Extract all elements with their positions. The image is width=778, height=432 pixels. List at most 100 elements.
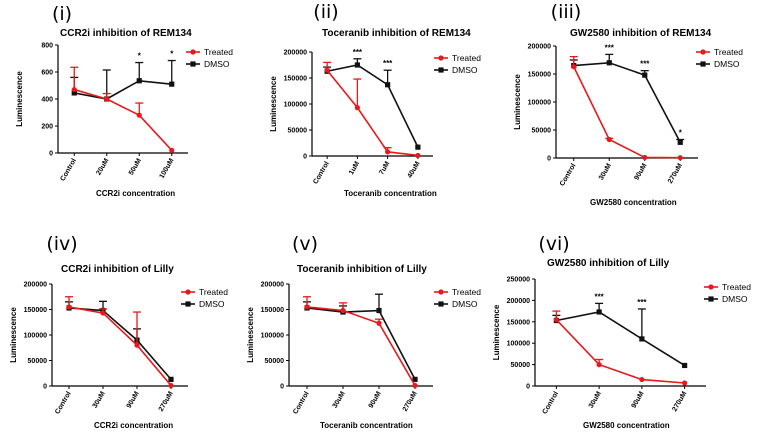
- y-tick-label: 200000: [24, 282, 47, 289]
- point-dmso: [71, 90, 77, 96]
- legend-marker-treated: [708, 284, 714, 290]
- legend-marker-treated: [438, 55, 444, 61]
- legend-marker-dmso: [185, 301, 191, 307]
- x-tick-label: 20uM: [95, 157, 110, 176]
- point-treated: [639, 376, 645, 383]
- chart-panel-4: (iv) CCR2i inhibition of Lilly 0 50000 10000…: [9, 233, 228, 430]
- y-tick-label: 150000: [528, 72, 551, 79]
- point-treated: [553, 317, 559, 323]
- y-axis-label: Luminescence: [269, 76, 278, 132]
- y-tick-label: 150000: [284, 76, 307, 83]
- y-tick-label: 0: [280, 384, 284, 391]
- legend-marker-treated: [700, 49, 706, 55]
- x-tick-label: 40uM: [407, 160, 422, 179]
- x-tick-label: 270uM: [667, 162, 684, 185]
- y-tick-label: 150000: [261, 307, 284, 314]
- y-tick-label: 200000: [528, 44, 551, 51]
- y-tick-label: 50000: [511, 362, 531, 369]
- point-treated: [104, 96, 110, 102]
- chart-panel-6: (vi) GW2580 inhibition of Lilly 0 50000 1000…: [492, 233, 751, 430]
- legend-label: DMSO: [204, 59, 230, 69]
- series-line-treated: [555, 319, 685, 384]
- significance-label: *: [170, 50, 174, 59]
- legend: Treated DMSO: [181, 287, 228, 309]
- point-treated: [571, 64, 577, 70]
- y-tick-label: 200000: [507, 298, 530, 305]
- x-tick-label: 270uM: [671, 390, 688, 413]
- y-tick-label: 100000: [507, 341, 530, 348]
- series-line-dmso: [74, 79, 172, 100]
- x-tick-label: Control: [292, 390, 311, 415]
- point-dmso: [606, 60, 612, 66]
- legend-label: DMSO: [722, 294, 748, 304]
- legend-marker-dmso: [190, 61, 196, 67]
- series-line-dmso: [68, 307, 172, 380]
- point-treated: [354, 105, 360, 111]
- x-tick-label: Control: [542, 390, 561, 415]
- chart-title: GW2580 inhibition of Lilly: [547, 258, 670, 269]
- legend-marker-dmso: [438, 67, 444, 73]
- legend-label: DMSO: [452, 299, 478, 309]
- point-treated: [100, 310, 106, 316]
- series-line-treated: [306, 306, 416, 386]
- y-tick-label: 600: [41, 70, 53, 77]
- y-axis-label: Luminescence: [246, 307, 255, 363]
- y-tick-label: 0: [303, 154, 307, 161]
- significance-label: ***: [605, 43, 615, 52]
- point-dmso: [168, 376, 174, 382]
- x-tick-label: 7uM: [378, 160, 391, 176]
- y-tick-label: 0: [49, 151, 53, 158]
- x-axis-label: Toceranib concentration: [320, 421, 413, 430]
- y-tick-label: 0: [547, 156, 551, 163]
- legend: Treated DMSO: [434, 287, 481, 309]
- y-tick-label: 100000: [261, 333, 284, 340]
- point-treated: [677, 155, 683, 161]
- y-tick-label: 200000: [284, 50, 307, 57]
- x-tick-label: 270uM: [402, 390, 419, 413]
- y-tick-label: 800: [41, 43, 53, 50]
- y-tick-label: 400: [41, 97, 53, 104]
- x-tick-label: 30uM: [92, 390, 107, 409]
- y-tick-label: 250000: [507, 277, 530, 284]
- significance-label: ***: [640, 60, 650, 69]
- chart-panel-5: (v) Toceranib inhibition of Lilly 0 50000 10…: [246, 233, 481, 430]
- series-line-dmso: [573, 61, 681, 143]
- point-treated: [385, 149, 391, 155]
- y-tick-label: 0: [43, 384, 47, 391]
- panel-label: (ii): [313, 1, 338, 23]
- point-treated: [682, 380, 688, 386]
- x-tick-label: 1uM: [348, 160, 361, 176]
- chart-panel-1: (i) CCR2i inhibition of REM134 0 200 400 600 8…: [15, 3, 233, 198]
- x-tick-label: 30uM: [332, 390, 347, 409]
- y-axis-label: Luminescence: [9, 307, 18, 363]
- y-axis-label: Luminescence: [15, 71, 24, 127]
- point-treated: [66, 304, 72, 310]
- y-tick-label: 200000: [261, 282, 284, 289]
- series-line-treated: [326, 69, 418, 157]
- legend-marker-dmso: [700, 61, 706, 67]
- y-tick-label: 50000: [288, 128, 308, 135]
- x-axis-label: GW2580 concentration: [590, 198, 677, 207]
- point-treated: [412, 382, 418, 389]
- significance-label: ***: [383, 59, 393, 68]
- point-treated: [376, 320, 382, 326]
- series-line-treated: [74, 88, 173, 151]
- point-treated: [340, 307, 346, 314]
- x-tick-label: 90uM: [126, 390, 141, 409]
- point-treated: [169, 147, 175, 153]
- y-tick-label: 200: [41, 124, 53, 131]
- chart-title: CCR2i inhibition of REM134: [60, 28, 192, 39]
- y-tick-label: 150000: [507, 319, 530, 326]
- panel-label: (i): [52, 3, 72, 25]
- panel-label: (iv): [46, 233, 77, 255]
- legend-marker-treated: [185, 289, 191, 295]
- point-dmso: [639, 336, 645, 342]
- significance-label: ***: [637, 298, 647, 307]
- x-tick-label: Control: [54, 390, 73, 415]
- x-axis-label: GW2580 concentration: [583, 421, 670, 430]
- legend: Treated DMSO: [434, 53, 481, 75]
- legend-label: Treated: [204, 47, 233, 57]
- x-tick-label: Control: [59, 157, 78, 182]
- point-dmso: [136, 78, 142, 84]
- x-tick-label: 30uM: [588, 390, 603, 409]
